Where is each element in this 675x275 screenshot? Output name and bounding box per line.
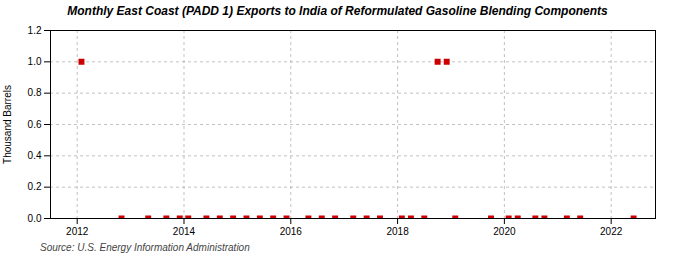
svg-text:0.8: 0.8 bbox=[28, 87, 42, 98]
svg-text:1.2: 1.2 bbox=[28, 25, 42, 36]
svg-text:0.2: 0.2 bbox=[28, 181, 42, 192]
svg-text:2012: 2012 bbox=[66, 226, 89, 237]
svg-text:2014: 2014 bbox=[173, 226, 196, 237]
svg-text:0.6: 0.6 bbox=[28, 119, 42, 130]
svg-text:2022: 2022 bbox=[600, 226, 623, 237]
html-text:Source: U.S. Energy Informatio: Source: U.S. Energy Information Administ… bbox=[40, 242, 250, 253]
svg-text:2020: 2020 bbox=[493, 226, 516, 237]
svg-text:2016: 2016 bbox=[280, 226, 303, 237]
svg-text:2018: 2018 bbox=[386, 226, 409, 237]
svg-text:1.0: 1.0 bbox=[28, 56, 42, 67]
svg-text:0.0: 0.0 bbox=[28, 213, 42, 224]
html-text:Monthly East Coast (PADD 1) Ex: Monthly East Coast (PADD 1) Exports to I… bbox=[67, 4, 608, 18]
svg-text:0.4: 0.4 bbox=[28, 150, 42, 161]
svg-text:Thousand Barrels: Thousand Barrels bbox=[2, 85, 13, 164]
